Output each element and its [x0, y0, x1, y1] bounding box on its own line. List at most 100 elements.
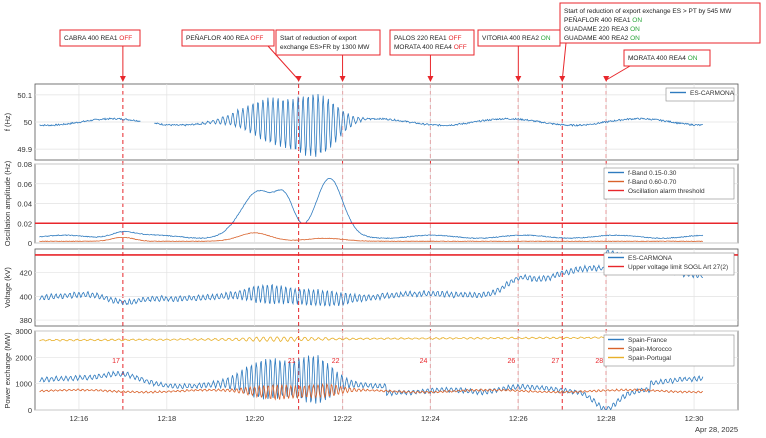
annotation-text: PEÑAFLOR 400 REA OFF — [186, 33, 263, 42]
x-tick-label: 12:18 — [157, 414, 176, 423]
annotation-4: PALOS 220 REA1 OFF MORATA 400 REA4 OFF — [389, 29, 475, 82]
series-line-3 — [39, 335, 704, 343]
series-line-1 — [39, 250, 704, 307]
panel-3: 420 400 380 Voltage (kV) ES-CARMONA Upper vol… — [3, 248, 739, 327]
y-tick-label: 0 — [28, 406, 32, 415]
event-marker-label: 27 — [551, 358, 559, 365]
annotation-text-segment: PEÑAFLOR 400 REA1 — [564, 15, 632, 24]
event-marker-label: 17 — [112, 358, 120, 365]
y-tick-label: 0.08 — [17, 160, 32, 169]
event-marker-label: 21 — [288, 358, 296, 365]
annotation-text-segment: GUADAME 400 REA2 — [564, 35, 630, 42]
legend-box — [665, 87, 735, 102]
legend-entry: Spain-France — [628, 337, 667, 344]
series-line-1 — [39, 93, 703, 157]
legend-entry: f-Band 0.60-0.70 — [628, 179, 677, 186]
annotation-text-segment: ON — [632, 17, 642, 24]
legend: Spain-France Spain-Morocco Spain-Portugal — [603, 334, 735, 367]
annotation-text: PALOS 220 REA1 OFF — [394, 35, 461, 42]
annotation-box — [623, 49, 711, 67]
annotation-text: MORATA 400 REA4 ON — [628, 55, 698, 62]
annotation-text: exchange ES>FR by 1300 MW — [280, 44, 370, 51]
y-axis-label: Oscillation amplitude (Hz) — [3, 160, 12, 246]
y-tick-label: 0 — [28, 239, 32, 248]
annotation-arrowhead — [603, 76, 610, 82]
legend: ES-CARMONA Upper voltage limit SOGL Art 2… — [603, 252, 735, 276]
x-tick-label: 12:24 — [421, 414, 440, 423]
y-tick-label: 400 — [19, 292, 32, 301]
x-tick-label: 12:16 — [70, 414, 89, 423]
legend-box — [603, 252, 735, 276]
event-marker-label: 22 — [332, 358, 340, 365]
annotation-text-segment: OFF — [119, 35, 132, 42]
annotation-arrowhead — [559, 76, 566, 82]
annotation-text-segment: ON — [630, 26, 640, 33]
event-marker-label: 26 — [508, 358, 516, 365]
legend-entry: Oscillation alarm threshold — [628, 188, 705, 195]
annotation-box — [59, 29, 141, 47]
annotation-text: VITORIA 400 REA2 ON — [482, 35, 551, 42]
panel-frame — [34, 248, 739, 327]
series-line-2 — [39, 382, 703, 401]
x-tick-label: 12:20 — [245, 414, 264, 423]
y-axis-label: f (Hz) — [3, 112, 12, 131]
annotation-text: MORATA 400 REA4 OFF — [394, 44, 467, 51]
annotation-box — [559, 2, 761, 44]
y-tick-label: 49.9 — [17, 145, 32, 154]
annotation-arrowhead — [427, 76, 434, 82]
annotation-text-segment: MORATA 400 REA4 — [394, 44, 454, 51]
annotation-text: Start of reduction of export — [280, 35, 357, 42]
legend-entry: ES-CARMONA — [690, 90, 735, 97]
y-tick-label: 3000 — [15, 327, 32, 336]
annotation-text-segment: OFF — [454, 44, 467, 51]
annotation-text-segment: exchange ES>FR by 1300 MW — [280, 44, 370, 51]
annotation-2: PEÑAFLOR 400 REA OFF — [181, 29, 302, 82]
annotation-1: CABRA 400 REA1 OFF — [59, 29, 141, 82]
legend-entry: Spain-Morocco — [628, 346, 672, 353]
annotation-arrow — [267, 45, 299, 81]
annotation-box — [275, 29, 381, 56]
y-tick-label: 50 — [24, 118, 32, 127]
annotation-arrowhead — [339, 76, 346, 82]
annotation-text: CABRA 400 REA1 OFF — [64, 35, 132, 42]
annotation-text: PEÑAFLOR 400 REA1 ON — [564, 15, 642, 24]
series-line-1 — [39, 177, 704, 240]
annotation-box — [389, 29, 475, 56]
annotation-text-segment: ON — [688, 55, 698, 62]
panel-1: 50.1 50 49.9 f (Hz) ES-CARMONA — [3, 83, 739, 161]
y-tick-label: 2000 — [15, 353, 32, 362]
y-tick-label: 420 — [19, 269, 32, 278]
y-tick-label: 0.04 — [17, 200, 32, 209]
annotation-text: GUADAME 220 REA3 ON — [564, 26, 640, 33]
y-tick-label: 380 — [19, 316, 32, 325]
annotation-text-segment: OFF — [448, 35, 461, 42]
y-axis-label: Voltage (kV) — [3, 267, 12, 308]
x-tick-label: 12:28 — [597, 414, 616, 423]
annotation-text-segment: VITORIA 400 REA2 — [482, 35, 541, 42]
legend-entry: ES-CARMONA — [628, 255, 673, 262]
legend: f-Band 0.15-0.30 f-Band 0.60-0.70 Oscillat… — [603, 167, 735, 200]
annotation-3: Start of reduction of export exchange ES>… — [275, 29, 381, 82]
series-line-1 — [39, 355, 704, 410]
y-tick-label: 0.02 — [17, 219, 32, 228]
annotation-7: MORATA 400 REA4 ON — [603, 49, 711, 82]
series-line-2 — [39, 232, 703, 242]
event-marker-label: 24 — [420, 358, 428, 365]
annotation-text-segment: Start of reduction of export — [280, 35, 357, 42]
y-axis-label: Power exchange (MW) — [3, 332, 12, 409]
annotation-text-segment: ON — [630, 35, 640, 42]
annotation-text-segment: MORATA 400 REA4 — [628, 55, 688, 62]
annotation-text-segment: ON — [541, 35, 551, 42]
y-tick-label: 0.06 — [17, 180, 32, 189]
annotation-arrowhead — [515, 76, 522, 82]
annotation-text-segment: Start of reduction of export exchange ES… — [564, 8, 732, 15]
annotation-box — [181, 29, 275, 47]
annotation-6: Start of reduction of export exchange ES… — [559, 2, 761, 82]
legend-entry: Upper voltage limit SOGL Art 27(2) — [628, 264, 728, 271]
x-tick-label: 12:26 — [509, 414, 528, 423]
annotation-5: VITORIA 400 REA2 ON — [477, 29, 561, 82]
event-marker-label: 28 — [595, 358, 603, 365]
annotation-arrowhead — [119, 76, 126, 82]
